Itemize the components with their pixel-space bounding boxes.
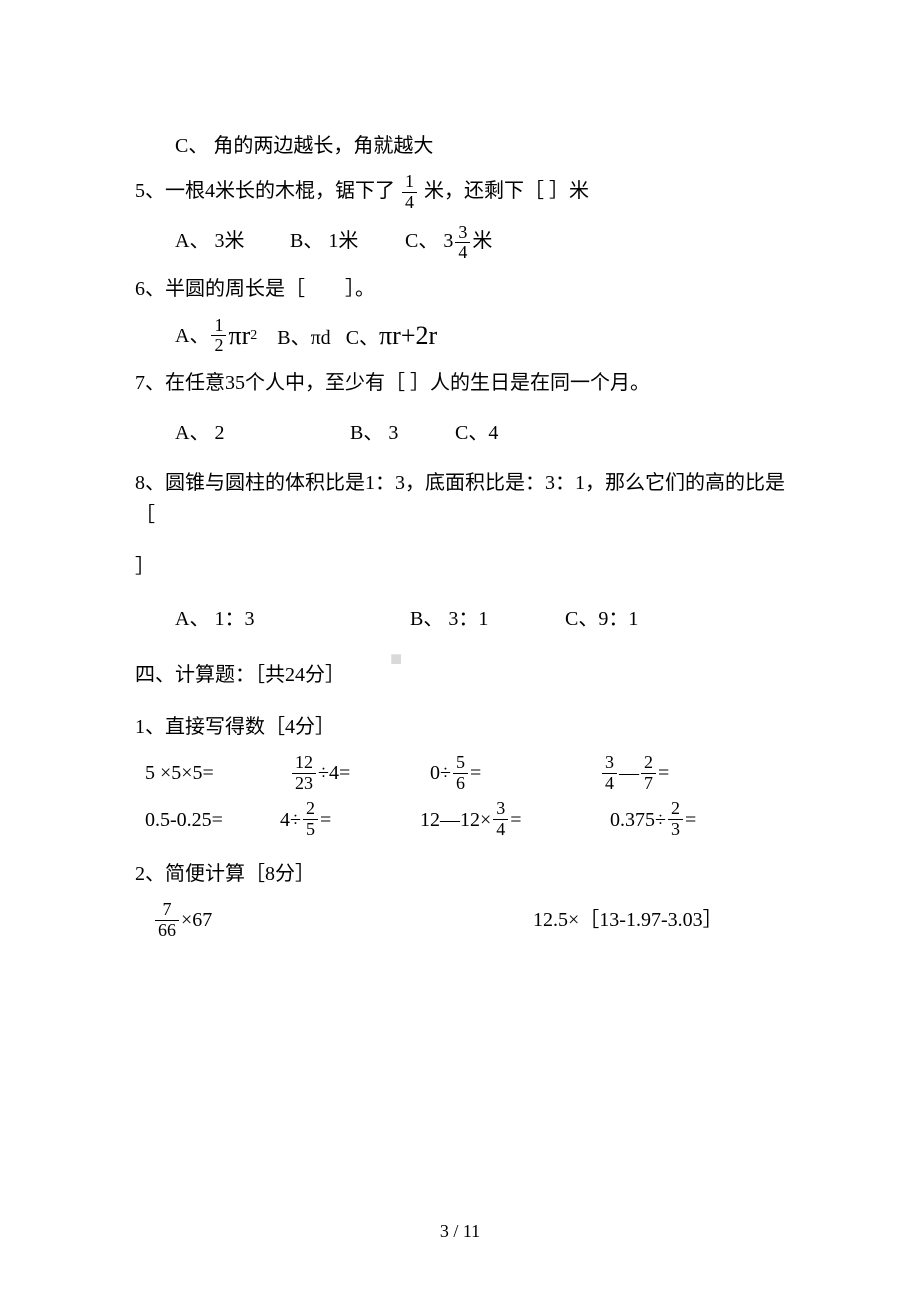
- r2c2: 4÷ 2 5 =: [280, 799, 420, 840]
- q6-optC-label: C、: [346, 322, 379, 354]
- r2c3-post: =: [510, 804, 521, 836]
- frac-den: 5: [303, 820, 318, 840]
- page-content: C、 角的两边越长，角就越大 5、一根4米长的木棍，锯下了 1 4 米，还剩下［…: [0, 0, 920, 941]
- q8-optC: C、9：1: [565, 603, 638, 635]
- q7-optA: A、 2: [175, 417, 345, 449]
- q6-optC-math: πr+2r: [379, 315, 437, 357]
- q5-frac2: 3 4: [455, 223, 470, 264]
- r2c2-frac: 2 5: [303, 799, 318, 840]
- q8-stem: 8、圆锥与圆柱的体积比是1：3，底面积比是：3：1，那么它们的高的比是［: [135, 467, 785, 531]
- q7-options: A、 2 B、 3 C、4: [135, 417, 785, 449]
- s4q1-title: 1、直接写得数［4分］: [135, 711, 785, 743]
- frac-num: 3: [455, 223, 470, 244]
- frac-num: 2: [668, 799, 683, 820]
- frac-den: 3: [668, 820, 683, 840]
- r1c2-frac: 12 23: [292, 753, 316, 794]
- r2c4-pre: 0.375÷: [610, 804, 666, 836]
- q7-optC: C、4: [455, 417, 498, 449]
- frac-den: 4: [493, 820, 508, 840]
- q5-stem-b: 米，还剩下［ ］米: [424, 180, 589, 202]
- frac-num: 12: [292, 753, 316, 774]
- q6-optA-math: πr: [228, 315, 250, 357]
- r2c2-post: =: [320, 804, 331, 836]
- q8-options: A、 1：3 B、 3：1 C、9：1: [135, 603, 785, 635]
- q8-stem2: ］: [135, 551, 785, 583]
- q5-optA: A、 3米: [175, 225, 285, 257]
- q6-optB-text: B、πd: [277, 322, 330, 354]
- s4q2-c1-frac: 7 66: [155, 900, 179, 941]
- q7-stem: 7、在任意35个人中，至少有［ ］人的生日是在同一个月。: [135, 367, 785, 399]
- r1c4: 3 4 — 2 7 =: [600, 753, 669, 794]
- frac-den: 4: [402, 193, 417, 213]
- q5-options: A、 3米 B、 1米 C、 3 3 4 米: [135, 223, 785, 264]
- frac-num: 1: [402, 172, 417, 193]
- q6-optA: A、 1 2 πr2: [175, 315, 257, 357]
- r1c3: 0÷ 5 6 =: [430, 753, 600, 794]
- s4q2-c1-post: ×67: [181, 904, 212, 936]
- q4-optC: C、 角的两边越长，角就越大: [135, 130, 785, 162]
- s4q2-row: 7 66 ×67 12.5×［13-1.97-3.03］: [135, 900, 785, 941]
- q8-optA: A、 1：3: [175, 603, 405, 635]
- frac-den: 2: [211, 336, 226, 356]
- frac-num: 3: [602, 753, 617, 774]
- r1c1: 5 ×5×5=: [145, 757, 290, 789]
- q5-stem: 5、一根4米长的木棍，锯下了 1 4 米，还剩下［ ］米: [135, 172, 785, 213]
- frac-num: 2: [641, 753, 656, 774]
- q6-options: A、 1 2 πr2 B、πd C、πr+2r: [135, 315, 785, 357]
- q6-stem: 6、半圆的周长是［ ］。: [135, 273, 785, 305]
- r1c4-post: =: [658, 757, 669, 789]
- frac-num: 3: [493, 799, 508, 820]
- r2c3-pre: 12—12×: [420, 804, 491, 836]
- r1c4-frac1: 3 4: [602, 753, 617, 794]
- q5-stem-a: 5、一根4米长的木棍，锯下了: [135, 180, 395, 202]
- q5-frac1: 1 4: [402, 172, 417, 213]
- frac-den: 4: [455, 243, 470, 263]
- q6-optA-pre: A、: [175, 320, 209, 352]
- frac-den: 4: [602, 774, 617, 794]
- r2c3: 12—12× 3 4 =: [420, 799, 610, 840]
- r1c4-mid: —: [619, 757, 639, 789]
- q5-optC: C、 3 3 4 米: [405, 223, 492, 264]
- frac-num: 1: [211, 316, 226, 337]
- r1c2: 12 23 ÷4=: [290, 753, 430, 794]
- r2c1: 0.5-0.25=: [145, 804, 280, 836]
- r2c3-frac: 3 4: [493, 799, 508, 840]
- q6-optA-sup: 2: [250, 325, 257, 347]
- r2c2-pre: 4÷: [280, 804, 301, 836]
- r1c3-pre: 0÷: [430, 757, 451, 789]
- frac-den: 23: [292, 774, 316, 794]
- q8-optB: B、 3：1: [410, 603, 560, 635]
- q5-optC-post: 米: [472, 225, 492, 257]
- r2c4-frac: 2 3: [668, 799, 683, 840]
- frac-den: 7: [641, 774, 656, 794]
- r1c3-post: =: [470, 757, 481, 789]
- frac-den: 66: [155, 921, 179, 941]
- s4q2-title: 2、简便计算［8分］: [135, 858, 785, 890]
- r1c3-frac: 5 6: [453, 753, 468, 794]
- frac-num: 2: [303, 799, 318, 820]
- section4-title: 四、计算题：［共24分］: [135, 659, 785, 691]
- frac-num: 7: [155, 900, 179, 921]
- q6-optB: B、πd: [277, 315, 330, 357]
- q5-optC-pre: C、 3: [405, 225, 453, 257]
- s4q2-c2: 12.5×［13-1.97-3.03］: [533, 904, 723, 936]
- r2c4: 0.375÷ 2 3 =: [610, 799, 696, 840]
- frac-den: 6: [453, 774, 468, 794]
- s4q2-c1: 7 66 ×67: [153, 900, 533, 941]
- r1c2-post: ÷4=: [318, 757, 350, 789]
- s4q1-row2: 0.5-0.25= 4÷ 2 5 = 12—12× 3 4 = 0.375÷ 2…: [135, 799, 785, 840]
- q7-optB: B、 3: [350, 417, 450, 449]
- page-footer: 3 / 11: [0, 1221, 920, 1242]
- s4q1-row1: 5 ×5×5= 12 23 ÷4= 0÷ 5 6 = 3 4 — 2 7: [135, 753, 785, 794]
- q6-optC: C、πr+2r: [346, 315, 437, 357]
- frac-num: 5: [453, 753, 468, 774]
- q6-fracA: 1 2: [211, 316, 226, 357]
- q5-optB: B、 1米: [290, 225, 400, 257]
- r2c4-post: =: [685, 804, 696, 836]
- r1c4-frac2: 2 7: [641, 753, 656, 794]
